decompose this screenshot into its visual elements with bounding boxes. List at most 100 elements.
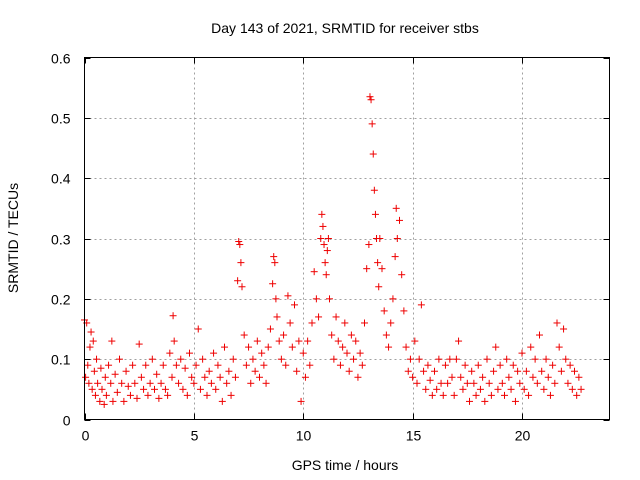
data-point bbox=[318, 210, 326, 218]
data-point bbox=[553, 319, 561, 327]
data-point bbox=[404, 367, 412, 375]
data-point bbox=[435, 355, 443, 363]
data-point bbox=[494, 385, 502, 393]
data-points bbox=[81, 93, 585, 408]
x-tick-label: 5 bbox=[191, 428, 199, 444]
data-point bbox=[93, 355, 101, 363]
data-point bbox=[284, 292, 292, 300]
data-point bbox=[546, 391, 554, 399]
data-point bbox=[516, 379, 524, 387]
data-point bbox=[258, 349, 266, 357]
data-point bbox=[109, 397, 117, 405]
data-point bbox=[352, 337, 360, 345]
data-point bbox=[266, 325, 274, 333]
data-point bbox=[459, 385, 467, 393]
data-point bbox=[102, 391, 110, 399]
chart-title: Day 143 of 2021, SRMTID for receiver stb… bbox=[211, 20, 479, 36]
data-point bbox=[564, 379, 572, 387]
data-point bbox=[490, 367, 498, 375]
y-tick-labels: 0 0.1 0.2 0.3 0.4 0.5 0.6 bbox=[51, 51, 71, 429]
data-point bbox=[431, 367, 438, 375]
data-point bbox=[370, 186, 378, 194]
data-point bbox=[237, 259, 245, 267]
y-axis-title: SRMTID / TECUs bbox=[5, 183, 21, 293]
data-point bbox=[446, 355, 454, 363]
data-point bbox=[282, 361, 290, 369]
data-point bbox=[529, 373, 537, 381]
data-point bbox=[161, 385, 169, 393]
y-tick-label: 0.3 bbox=[51, 232, 71, 248]
data-point bbox=[273, 313, 281, 321]
data-point bbox=[84, 361, 92, 369]
data-point bbox=[525, 391, 533, 399]
data-point bbox=[334, 337, 342, 345]
data-point bbox=[120, 397, 128, 405]
data-point bbox=[101, 373, 109, 381]
data-point bbox=[474, 361, 482, 369]
data-point bbox=[312, 295, 320, 303]
data-point bbox=[280, 331, 288, 339]
plot-frame bbox=[84, 57, 610, 420]
data-point bbox=[428, 391, 436, 399]
data-point bbox=[441, 361, 449, 369]
data-point bbox=[277, 355, 285, 363]
data-point bbox=[433, 385, 441, 393]
data-point bbox=[116, 355, 123, 363]
data-point bbox=[85, 379, 93, 387]
data-point bbox=[376, 235, 384, 242]
data-point bbox=[391, 253, 399, 261]
data-point bbox=[82, 373, 90, 381]
x-axis-title: GPS time / hours bbox=[292, 457, 399, 473]
data-point bbox=[380, 307, 388, 315]
data-point bbox=[341, 319, 349, 327]
data-point bbox=[240, 331, 248, 339]
data-point bbox=[487, 391, 495, 399]
data-point bbox=[511, 397, 519, 405]
data-point bbox=[439, 391, 447, 399]
y-tick-label: 0 bbox=[63, 413, 71, 429]
x-tick-labels: 0 5 10 15 20 bbox=[82, 428, 531, 444]
data-point bbox=[437, 379, 445, 387]
data-point bbox=[492, 343, 500, 351]
data-point bbox=[148, 355, 156, 363]
data-point bbox=[210, 349, 218, 357]
data-point bbox=[214, 361, 222, 369]
data-point bbox=[507, 385, 515, 393]
data-point bbox=[166, 349, 174, 357]
data-point bbox=[192, 361, 200, 369]
data-point bbox=[400, 307, 408, 315]
data-point bbox=[324, 235, 332, 242]
data-point bbox=[236, 241, 244, 249]
data-point bbox=[549, 361, 557, 369]
data-point bbox=[291, 301, 298, 309]
data-point bbox=[347, 331, 355, 339]
data-point bbox=[503, 355, 511, 363]
data-point bbox=[319, 222, 327, 230]
data-point bbox=[270, 253, 278, 261]
data-point bbox=[409, 373, 417, 381]
data-point bbox=[562, 355, 570, 363]
data-point bbox=[483, 355, 491, 363]
data-point bbox=[299, 349, 307, 357]
data-point bbox=[221, 343, 228, 351]
data-point bbox=[146, 379, 154, 387]
data-point bbox=[385, 343, 393, 351]
data-point bbox=[269, 280, 277, 288]
data-point bbox=[514, 367, 522, 375]
data-point bbox=[151, 385, 158, 393]
data-point bbox=[463, 379, 471, 387]
axis-ticks bbox=[84, 57, 610, 421]
data-point bbox=[96, 397, 104, 405]
data-point bbox=[288, 343, 296, 351]
data-point bbox=[262, 379, 270, 387]
data-point bbox=[328, 331, 336, 339]
data-point bbox=[175, 379, 183, 387]
data-point bbox=[356, 349, 364, 357]
data-point bbox=[365, 241, 373, 249]
data-point bbox=[251, 367, 259, 375]
data-point bbox=[157, 379, 165, 387]
data-point bbox=[424, 361, 432, 369]
data-point bbox=[470, 379, 478, 387]
data-point bbox=[417, 301, 425, 309]
